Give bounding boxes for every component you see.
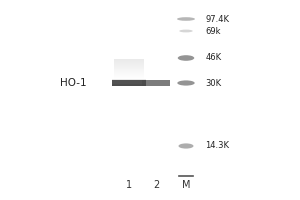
Text: 1: 1 bbox=[126, 180, 132, 190]
Text: 14.3K: 14.3K bbox=[206, 142, 230, 150]
Bar bbox=[114, 68, 144, 69]
Bar bbox=[114, 66, 144, 67]
Text: 69k: 69k bbox=[206, 26, 221, 36]
Bar bbox=[114, 73, 144, 74]
Bar bbox=[112, 80, 146, 86]
Bar bbox=[142, 80, 170, 86]
Bar bbox=[114, 76, 144, 77]
Bar bbox=[114, 63, 144, 64]
Bar bbox=[114, 70, 144, 71]
Text: HO-1: HO-1 bbox=[60, 78, 87, 88]
Bar bbox=[114, 74, 144, 75]
Bar bbox=[114, 59, 144, 60]
Text: 46K: 46K bbox=[206, 53, 222, 62]
Text: 30K: 30K bbox=[206, 78, 222, 88]
Ellipse shape bbox=[177, 80, 195, 86]
Bar bbox=[114, 78, 144, 79]
Bar bbox=[114, 75, 144, 76]
Bar bbox=[114, 64, 144, 65]
Ellipse shape bbox=[177, 17, 195, 21]
Text: M: M bbox=[182, 180, 190, 190]
Ellipse shape bbox=[178, 143, 194, 149]
Bar bbox=[114, 72, 144, 73]
Bar bbox=[114, 71, 144, 72]
Bar bbox=[114, 69, 144, 70]
Ellipse shape bbox=[179, 30, 193, 32]
Bar bbox=[114, 65, 144, 66]
Bar bbox=[114, 61, 144, 62]
Bar bbox=[114, 62, 144, 63]
Bar bbox=[114, 60, 144, 61]
Bar bbox=[112, 84, 146, 86]
Text: 2: 2 bbox=[153, 180, 159, 190]
Text: 97.4K: 97.4K bbox=[206, 15, 230, 23]
Bar bbox=[114, 67, 144, 68]
Bar bbox=[112, 79, 146, 80]
Bar bbox=[114, 77, 144, 78]
Ellipse shape bbox=[178, 55, 194, 61]
